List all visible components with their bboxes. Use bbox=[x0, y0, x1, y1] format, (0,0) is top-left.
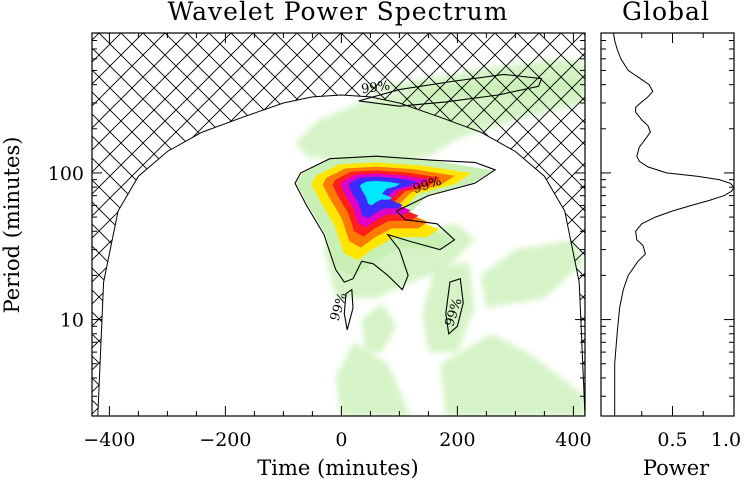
y-tick-label: 100 bbox=[48, 163, 84, 185]
low-power-region bbox=[480, 239, 585, 308]
x-tick-label: 400 bbox=[555, 429, 591, 451]
low-power-region bbox=[335, 342, 411, 416]
global-plot-frame bbox=[600, 32, 735, 417]
global-y-ticks bbox=[601, 40, 734, 397]
global-chart-title: Global bbox=[622, 0, 710, 26]
low-power-region bbox=[422, 261, 475, 353]
main-y-ticks: 10 100 bbox=[48, 40, 585, 397]
cone-of-influence-hatch bbox=[92, 33, 585, 416]
main-plot-frame bbox=[91, 32, 586, 417]
x-tick-label: 200 bbox=[439, 429, 475, 451]
global-x-tick-label: 1.0 bbox=[711, 429, 741, 451]
global-x-tick-label: 0.5 bbox=[657, 429, 687, 451]
global-plot-area bbox=[613, 33, 734, 416]
low-power-region bbox=[361, 302, 397, 353]
global-x-axis-label: Power bbox=[643, 456, 710, 480]
significance-contour bbox=[343, 288, 354, 331]
significance-label: 99% bbox=[360, 78, 391, 97]
y-tick-label: 10 bbox=[60, 310, 84, 332]
power-field bbox=[295, 58, 585, 416]
low-power-region bbox=[440, 333, 585, 416]
wavelet-plot-area bbox=[92, 33, 585, 416]
main-chart-title: Wavelet Power Spectrum bbox=[168, 0, 509, 26]
main-x-axis-label: Time (minutes) bbox=[257, 456, 418, 480]
main-x-ticks: −400 −200 0 200 400 bbox=[83, 33, 592, 451]
x-tick-label: −400 bbox=[83, 429, 135, 451]
x-tick-label: −200 bbox=[199, 429, 251, 451]
cone-of-influence-line bbox=[97, 94, 585, 416]
main-y-axis-label: Period (minutes) bbox=[0, 137, 24, 314]
significance-contour bbox=[294, 155, 497, 291]
significance-label: 99% bbox=[328, 291, 351, 323]
x-tick-label: 0 bbox=[335, 429, 347, 451]
global-power-line bbox=[613, 33, 734, 416]
significance-contour bbox=[445, 277, 464, 335]
power-level-region bbox=[360, 181, 400, 206]
global-x-ticks: 0.5 1.0 bbox=[641, 33, 741, 451]
